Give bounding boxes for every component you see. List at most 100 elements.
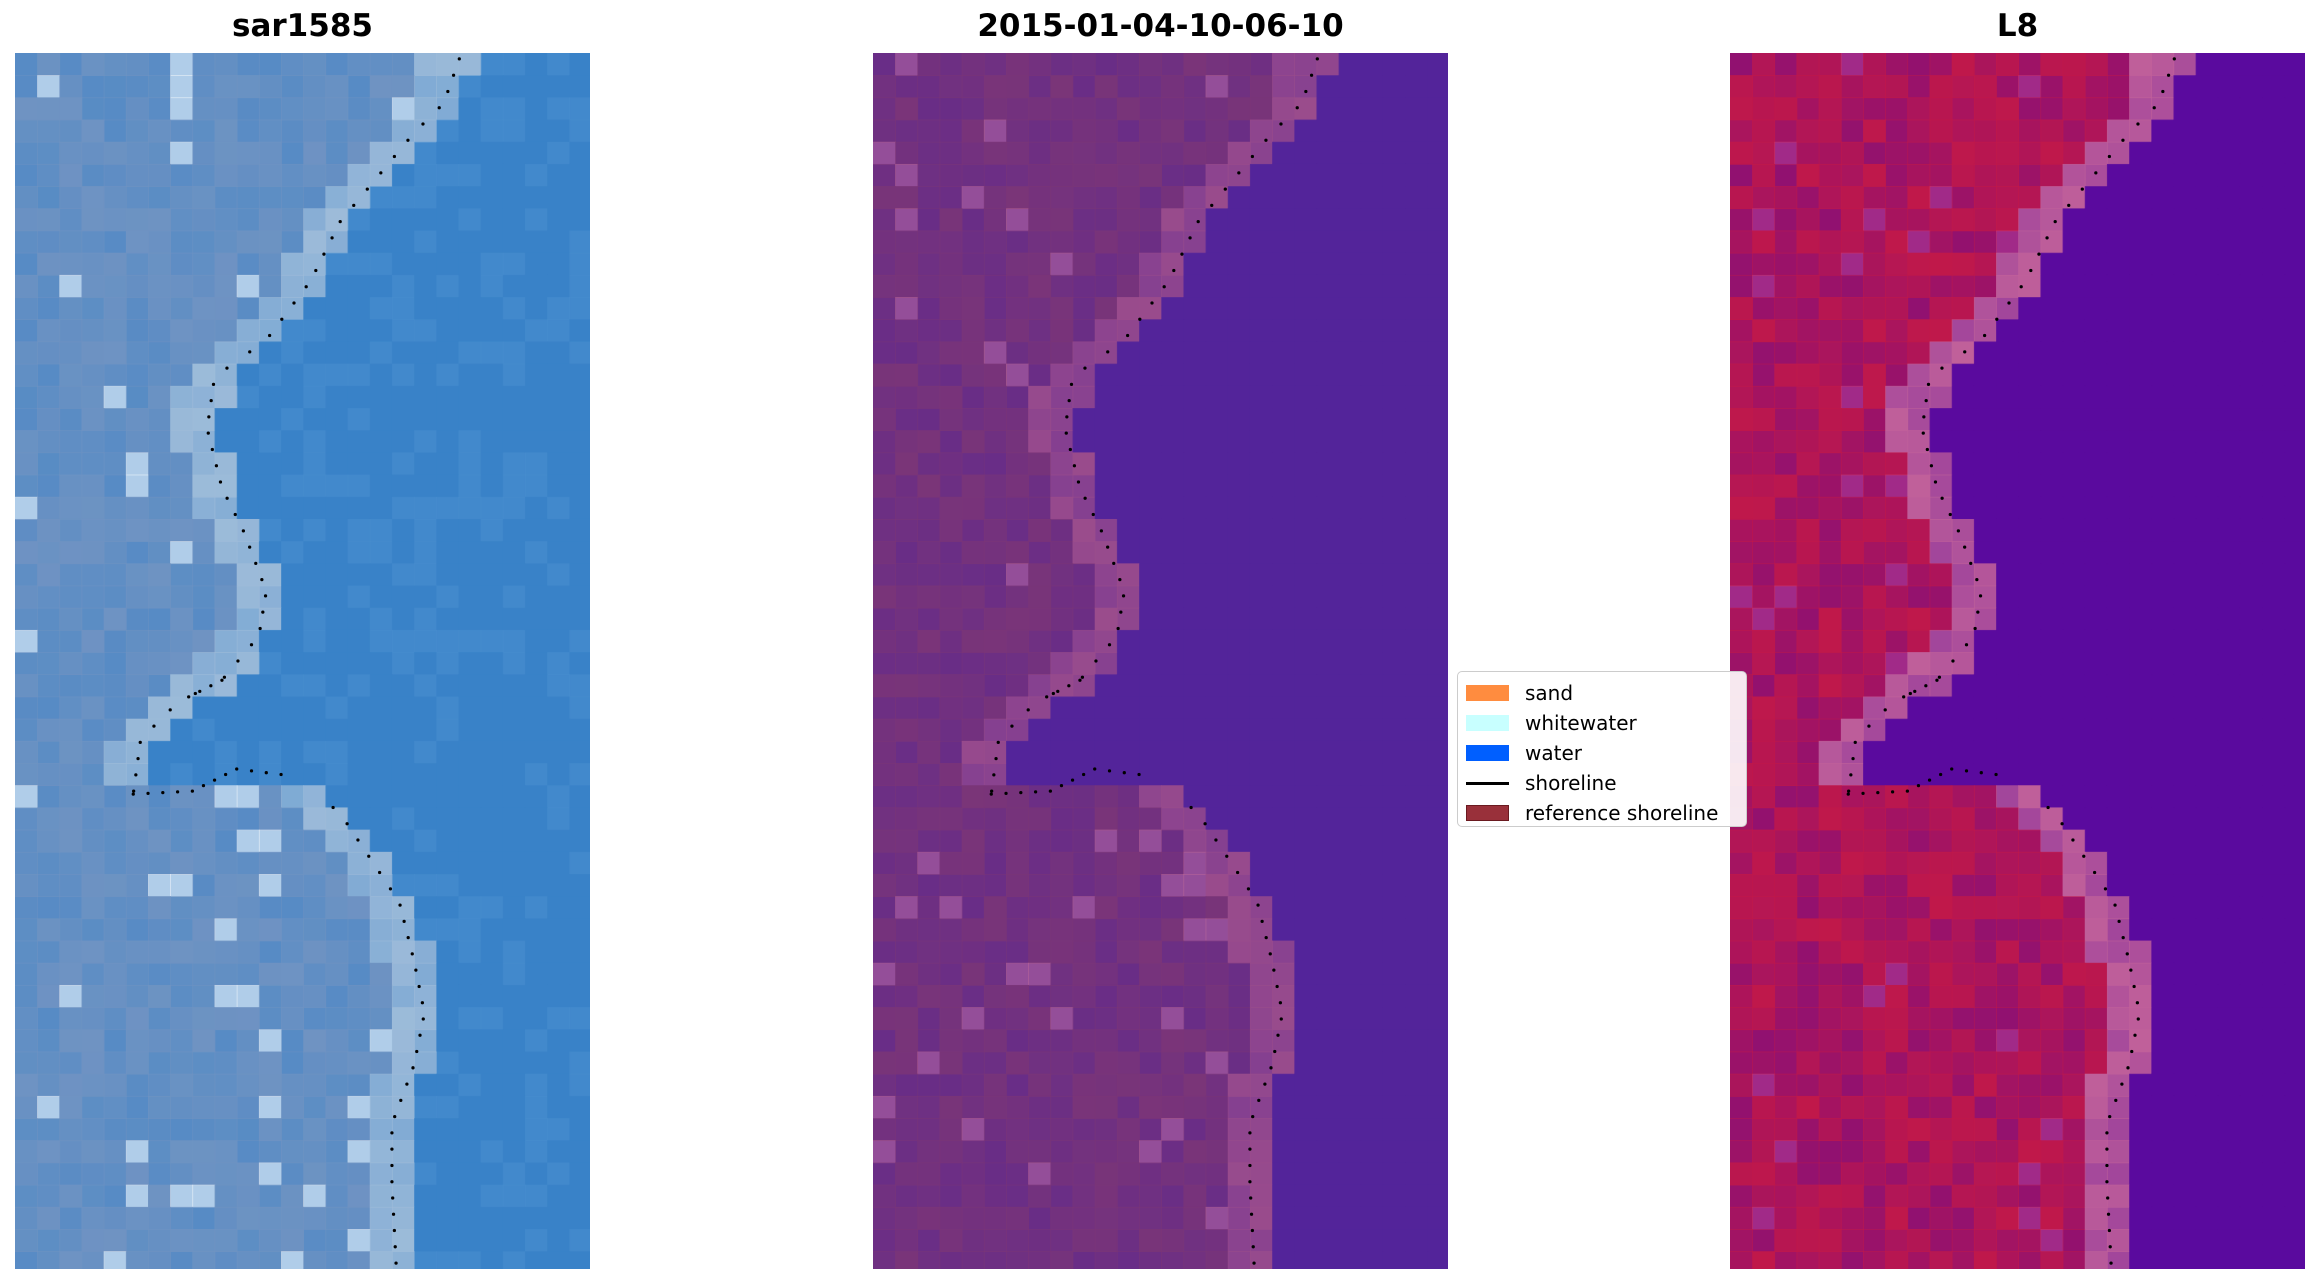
land-pixel bbox=[1249, 97, 1273, 121]
land-pixel bbox=[1161, 97, 1185, 121]
land-pixel bbox=[59, 297, 83, 321]
water-pixel bbox=[458, 1029, 482, 1053]
land-pixel bbox=[1139, 297, 1162, 321]
land-pixel bbox=[192, 563, 216, 587]
water-pixel bbox=[1360, 274, 1384, 298]
water-pixel bbox=[192, 740, 216, 764]
land-pixel bbox=[148, 274, 171, 298]
land-pixel bbox=[939, 718, 963, 742]
land-pixel bbox=[939, 940, 963, 964]
land-pixel bbox=[148, 1162, 171, 1186]
water-pixel bbox=[391, 452, 415, 476]
water-pixel bbox=[391, 696, 415, 720]
land-pixel bbox=[1951, 1118, 1975, 1142]
water-pixel bbox=[2239, 1118, 2263, 1142]
land-pixel bbox=[983, 1162, 1007, 1186]
water-pixel bbox=[1161, 474, 1185, 498]
land-pixel bbox=[939, 408, 963, 431]
shoreline-point bbox=[1279, 122, 1283, 126]
land-pixel bbox=[391, 141, 415, 165]
land-pixel bbox=[917, 496, 941, 520]
shoreline-point bbox=[345, 822, 349, 826]
water-pixel bbox=[2151, 1140, 2175, 1164]
water-pixel bbox=[2151, 1007, 2175, 1031]
land-pixel bbox=[1205, 1073, 1229, 1097]
land-pixel bbox=[873, 1095, 896, 1119]
water-pixel bbox=[1205, 718, 1229, 742]
land-pixel bbox=[170, 319, 194, 343]
water-pixel bbox=[2262, 807, 2286, 831]
water-pixel bbox=[303, 541, 327, 565]
land-pixel bbox=[1818, 53, 1842, 76]
land-pixel bbox=[1050, 119, 1074, 143]
water-pixel bbox=[2239, 141, 2263, 165]
land-pixel bbox=[1885, 807, 1909, 831]
land-pixel bbox=[1205, 1140, 1229, 1164]
land-pixel bbox=[37, 541, 61, 565]
land-pixel bbox=[192, 874, 216, 897]
land-pixel bbox=[1885, 785, 1909, 809]
water-pixel bbox=[1316, 1029, 1340, 1053]
land-pixel bbox=[1796, 829, 1820, 853]
water-pixel bbox=[458, 119, 482, 143]
land-pixel bbox=[281, 252, 304, 276]
water-pixel bbox=[1338, 319, 1362, 343]
water-pixel bbox=[2062, 518, 2086, 542]
land-pixel bbox=[983, 652, 1007, 676]
water-pixel bbox=[1973, 408, 1997, 431]
land-pixel bbox=[103, 763, 127, 787]
land-pixel bbox=[2018, 829, 2042, 853]
land-pixel bbox=[1050, 53, 1074, 76]
water-pixel bbox=[1382, 474, 1406, 498]
land-pixel bbox=[1885, 541, 1909, 565]
water-pixel bbox=[2129, 629, 2153, 653]
water-pixel bbox=[214, 430, 238, 454]
land-pixel bbox=[125, 408, 149, 431]
water-pixel bbox=[303, 696, 327, 720]
land-pixel bbox=[1996, 75, 2019, 99]
water-pixel bbox=[1249, 252, 1273, 276]
water-pixel bbox=[569, 740, 590, 764]
shoreline-point bbox=[437, 106, 441, 110]
land-pixel bbox=[1863, 918, 1886, 942]
land-pixel bbox=[1863, 585, 1886, 609]
land-pixel bbox=[1818, 252, 1842, 276]
land-pixel bbox=[895, 1095, 919, 1119]
water-pixel bbox=[2239, 1140, 2263, 1164]
shoreline-point bbox=[2105, 1163, 2109, 1168]
water-pixel bbox=[1272, 763, 1296, 787]
land-pixel bbox=[281, 874, 304, 897]
land-pixel bbox=[1973, 940, 1997, 964]
land-pixel bbox=[1072, 1073, 1096, 1097]
shoreline-point bbox=[1295, 106, 1299, 110]
land-pixel bbox=[1951, 629, 1975, 653]
water-pixel bbox=[480, 297, 504, 321]
land-pixel bbox=[81, 319, 105, 343]
water-pixel bbox=[2151, 652, 2175, 676]
water-pixel bbox=[1294, 208, 1318, 232]
land-pixel bbox=[1907, 1184, 1931, 1208]
land-pixel bbox=[1006, 629, 1029, 653]
land-pixel bbox=[1752, 518, 1776, 542]
water-pixel bbox=[2040, 496, 2064, 520]
water-pixel bbox=[2173, 541, 2197, 565]
land-pixel bbox=[917, 541, 941, 565]
shoreline-point bbox=[1121, 594, 1126, 598]
land-pixel bbox=[1796, 53, 1820, 76]
land-pixel bbox=[1139, 807, 1162, 831]
water-pixel bbox=[1316, 208, 1340, 232]
land-pixel bbox=[983, 119, 1007, 143]
land-pixel bbox=[148, 1007, 171, 1031]
land-pixel bbox=[2084, 1007, 2108, 1031]
water-pixel bbox=[2151, 430, 2175, 454]
land-pixel bbox=[103, 607, 127, 631]
water-pixel bbox=[1205, 363, 1229, 387]
land-pixel bbox=[1752, 607, 1776, 631]
water-pixel bbox=[2239, 119, 2263, 143]
water-pixel bbox=[524, 829, 548, 853]
land-pixel bbox=[303, 874, 327, 897]
land-pixel bbox=[2062, 119, 2086, 143]
water-pixel bbox=[1885, 718, 1909, 742]
land-pixel bbox=[1139, 75, 1162, 99]
land-pixel bbox=[2084, 1095, 2108, 1119]
